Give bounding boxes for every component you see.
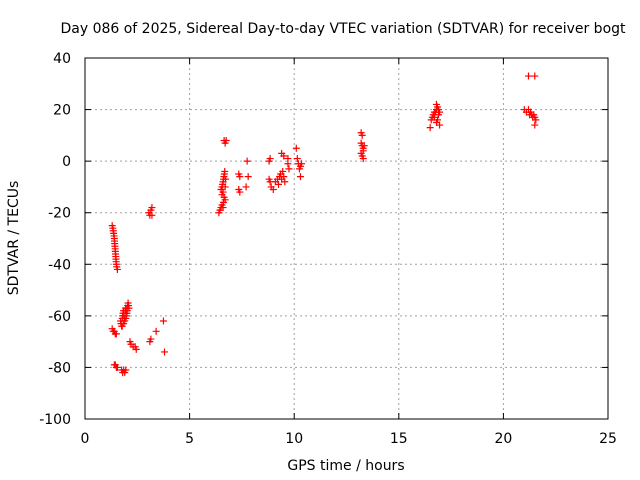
y-tick-label: -60 bbox=[48, 309, 71, 325]
plot-frame bbox=[84, 57, 609, 420]
data-point bbox=[359, 155, 367, 163]
y-axis-label: SDTVAR / TECUs bbox=[6, 181, 22, 296]
data-point bbox=[293, 155, 301, 163]
data-point bbox=[112, 330, 120, 338]
data-point bbox=[113, 363, 121, 371]
data-point bbox=[159, 317, 167, 325]
data-point bbox=[296, 173, 304, 181]
data-point bbox=[118, 322, 126, 330]
data-point bbox=[113, 265, 121, 273]
data-point bbox=[160, 348, 168, 356]
x-axis-label: GPS time / hours bbox=[287, 458, 404, 474]
x-tick-label: 0 bbox=[81, 431, 90, 447]
x-tick-label: 10 bbox=[285, 431, 303, 447]
grid-lines bbox=[85, 58, 608, 419]
data-point bbox=[280, 173, 288, 181]
data-point bbox=[269, 186, 277, 194]
data-point bbox=[360, 142, 368, 150]
x-tick-label: 25 bbox=[599, 431, 617, 447]
data-point bbox=[148, 211, 156, 219]
data-point bbox=[221, 183, 229, 191]
data-point bbox=[147, 335, 155, 343]
chart-title: Day 086 of 2025, Sidereal Day-to-day VTE… bbox=[60, 21, 626, 37]
data-point bbox=[221, 167, 229, 175]
data-point bbox=[531, 72, 539, 80]
y-tick-label: 20 bbox=[53, 103, 71, 119]
data-point bbox=[236, 188, 244, 196]
data-point bbox=[532, 116, 540, 124]
y-tick-label: -40 bbox=[48, 257, 71, 273]
data-point bbox=[285, 165, 293, 173]
data-point bbox=[152, 327, 160, 335]
data-point bbox=[148, 204, 156, 212]
y-tick-label: 40 bbox=[53, 51, 71, 67]
data-point bbox=[222, 137, 230, 145]
data-point bbox=[244, 173, 252, 181]
data-point bbox=[292, 144, 300, 152]
data-point bbox=[280, 152, 288, 160]
data-point bbox=[359, 147, 367, 155]
y-tick-label: -80 bbox=[48, 360, 71, 376]
x-tick-label: 15 bbox=[390, 431, 408, 447]
data-point bbox=[132, 345, 140, 353]
data-point bbox=[242, 183, 250, 191]
data-point bbox=[281, 178, 289, 186]
x-tick-label: 20 bbox=[494, 431, 512, 447]
data-point bbox=[236, 173, 244, 181]
axis-ticks: 0 5 10 15 20 25 -100 -80 -60 -40 -20 0 20 40 bbox=[39, 51, 617, 447]
x-tick-label: 5 bbox=[185, 431, 194, 447]
y-tick-label: -100 bbox=[39, 412, 71, 428]
data-point bbox=[266, 155, 274, 163]
data-point bbox=[298, 160, 306, 168]
data-point bbox=[125, 304, 133, 312]
data-point bbox=[525, 72, 533, 80]
y-tick-label: 0 bbox=[62, 154, 71, 170]
data-point bbox=[279, 167, 287, 175]
data-point bbox=[426, 124, 434, 132]
data-point bbox=[222, 175, 230, 183]
data-point bbox=[432, 100, 440, 108]
y-tick-label: -20 bbox=[48, 206, 71, 222]
data-point bbox=[284, 160, 292, 168]
data-point bbox=[219, 188, 227, 196]
data-point bbox=[275, 180, 283, 188]
data-point bbox=[358, 131, 366, 139]
data-point bbox=[430, 108, 438, 116]
data-point bbox=[531, 121, 539, 129]
data-point bbox=[243, 157, 251, 165]
data-points bbox=[108, 72, 540, 377]
data-point bbox=[122, 314, 130, 322]
data-point bbox=[436, 121, 444, 129]
data-point bbox=[123, 309, 131, 317]
data-point bbox=[435, 111, 443, 119]
data-point bbox=[221, 196, 229, 204]
data-point bbox=[122, 366, 130, 374]
